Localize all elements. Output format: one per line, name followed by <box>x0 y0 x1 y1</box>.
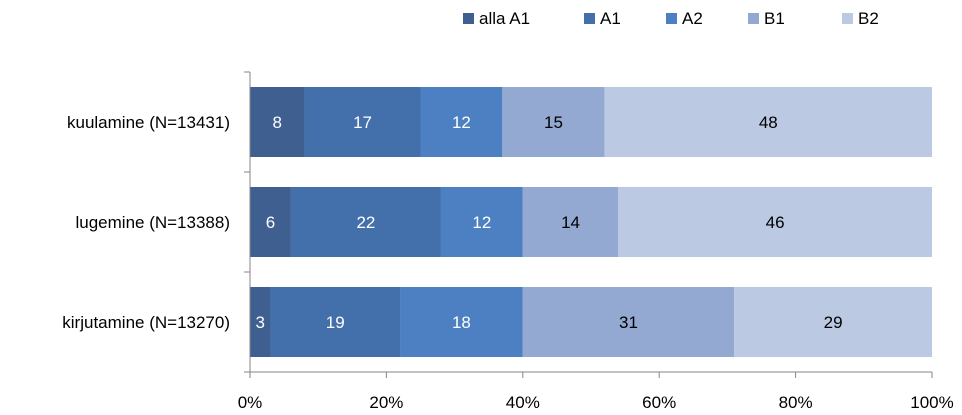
value-label: 15 <box>544 113 563 132</box>
x-tick-label: 100% <box>910 393 953 412</box>
bar-segment <box>734 287 932 357</box>
bar-segment <box>250 287 271 357</box>
value-label: 14 <box>561 213 580 232</box>
legend-swatch <box>584 13 595 24</box>
legend-label: A1 <box>600 9 621 28</box>
legend-swatch <box>842 13 853 24</box>
x-tick-label: 20% <box>369 393 403 412</box>
bar-segment <box>290 187 441 257</box>
value-label: 18 <box>452 313 471 332</box>
value-label: 29 <box>824 313 843 332</box>
value-label: 31 <box>619 313 638 332</box>
value-label: 6 <box>266 213 275 232</box>
bar-segment <box>250 187 291 257</box>
value-label: 12 <box>472 213 491 232</box>
legend-swatch <box>748 13 759 24</box>
legend-swatch <box>463 13 474 24</box>
value-label: 22 <box>356 213 375 232</box>
bar-segment <box>604 87 932 157</box>
category-label: kuulamine (N=13431) <box>67 113 230 132</box>
value-labels: 8 17 12 15 48 6 22 12 14 46 3 19 18 31 29 <box>255 113 842 332</box>
bar-segments <box>250 87 932 357</box>
bar-segment <box>618 187 932 257</box>
value-label: 17 <box>353 113 372 132</box>
bar-segment <box>502 87 605 157</box>
legend-label: B2 <box>858 9 879 28</box>
x-tick-label: 60% <box>642 393 676 412</box>
bar-segment <box>270 287 401 357</box>
chart-legend: alla A1 A1 A2 B1 B2 <box>463 9 879 28</box>
plot-area: 8 17 12 15 48 6 22 12 14 46 3 19 18 31 29 kuulamine (N… <box>62 71 954 412</box>
legend-label: A2 <box>682 9 703 28</box>
bar-segment <box>304 87 421 157</box>
x-tick-label: 80% <box>779 393 813 412</box>
value-label: 19 <box>326 313 345 332</box>
category-label: lugemine (N=13388) <box>75 213 230 232</box>
x-tick-label: 40% <box>506 393 540 412</box>
value-label: 48 <box>759 113 778 132</box>
bar-segment <box>250 87 305 157</box>
x-tick-label: 0% <box>238 393 263 412</box>
bar-segment <box>522 187 619 257</box>
bar-segment <box>420 87 503 157</box>
legend-label: B1 <box>764 9 785 28</box>
value-label: 46 <box>766 213 785 232</box>
legend-swatch <box>666 13 677 24</box>
axes: kuulamine (N=13431) lugemine (N=13388) kir… <box>62 71 954 412</box>
legend-label: alla A1 <box>479 9 530 28</box>
value-label: 3 <box>255 313 264 332</box>
value-label: 12 <box>452 113 471 132</box>
bar-segment <box>522 287 735 357</box>
bar-segment <box>440 187 523 257</box>
bar-segment <box>400 287 523 357</box>
category-label: kirjutamine (N=13270) <box>62 313 230 332</box>
value-label: 8 <box>273 113 282 132</box>
